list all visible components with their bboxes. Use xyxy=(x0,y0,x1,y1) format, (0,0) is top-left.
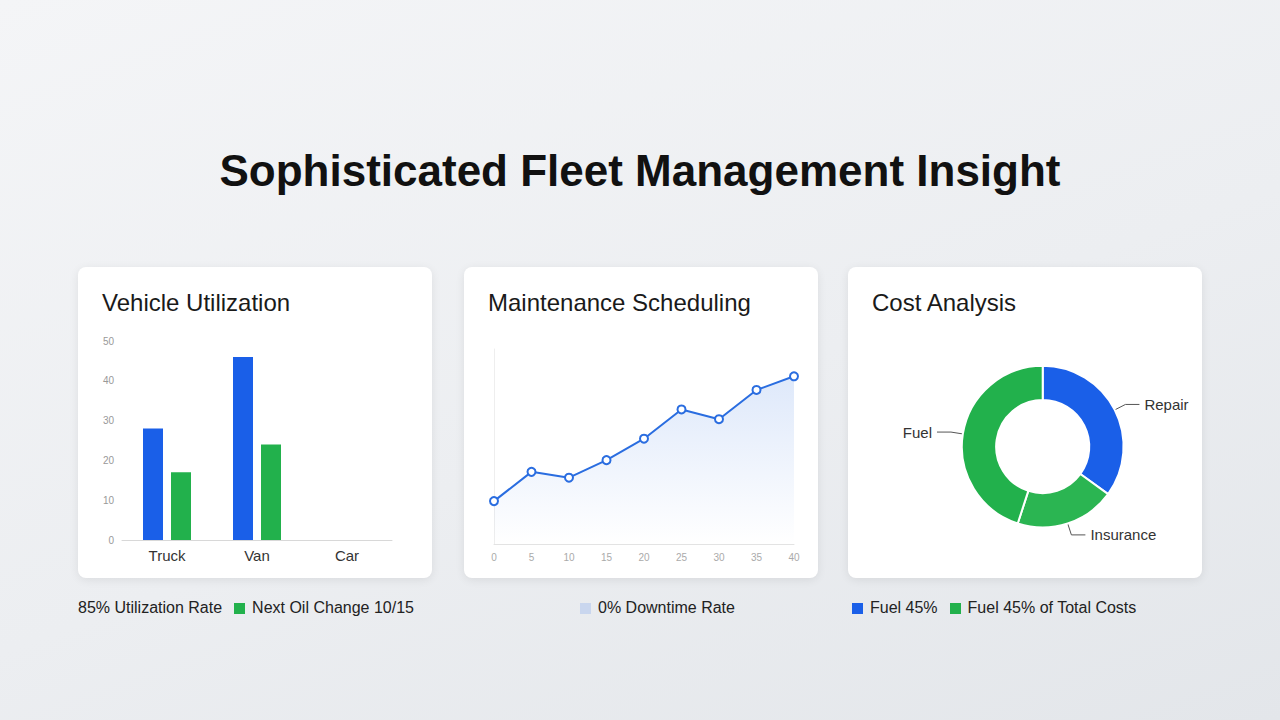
svg-text:Repair: Repair xyxy=(1144,396,1188,413)
html-text:Maintenance Scheduling: Maintenance Scheduling xyxy=(488,289,751,316)
html-text:Cost Analysis: Cost Analysis xyxy=(872,289,1017,316)
svg-text:Car: Car xyxy=(335,547,359,564)
svg-text:5: 5 xyxy=(529,552,535,563)
svg-text:30: 30 xyxy=(713,552,725,563)
svg-text:35: 35 xyxy=(751,552,763,563)
svg-text:50: 50 xyxy=(103,336,115,347)
svg-text:30: 30 xyxy=(103,415,115,426)
svg-text:10: 10 xyxy=(103,495,115,506)
svg-text:40: 40 xyxy=(788,552,800,563)
svg-text:40: 40 xyxy=(103,375,115,386)
svg-text:Insurance: Insurance xyxy=(1090,526,1156,543)
html-text:Next Oil Change 10/15: Next Oil Change 10/15 xyxy=(252,599,414,616)
html-text:Fuel 45% of Total Costs: Fuel 45% of Total Costs xyxy=(967,599,1137,616)
html-text:85% Utilization Rate: 85% Utilization Rate xyxy=(78,599,223,616)
svg-text:0: 0 xyxy=(108,535,114,546)
svg-text:20: 20 xyxy=(638,552,650,563)
html-text:Sophisticated Fleet Management: Sophisticated Fleet Management Insight xyxy=(219,146,1061,195)
svg-text:25: 25 xyxy=(676,552,688,563)
svg-text:Fuel: Fuel xyxy=(903,424,932,441)
svg-text:20: 20 xyxy=(103,455,115,466)
svg-text:0: 0 xyxy=(491,552,497,563)
html-text:Vehicle Utilization: Vehicle Utilization xyxy=(102,289,291,316)
html-text:Fuel 45%: Fuel 45% xyxy=(870,599,938,616)
svg-text:Van: Van xyxy=(244,547,270,564)
svg-text:10: 10 xyxy=(563,552,575,563)
html-text:0% Downtime Rate: 0% Downtime Rate xyxy=(598,599,735,616)
svg-text:15: 15 xyxy=(601,552,613,563)
svg-text:Truck: Truck xyxy=(149,547,186,564)
